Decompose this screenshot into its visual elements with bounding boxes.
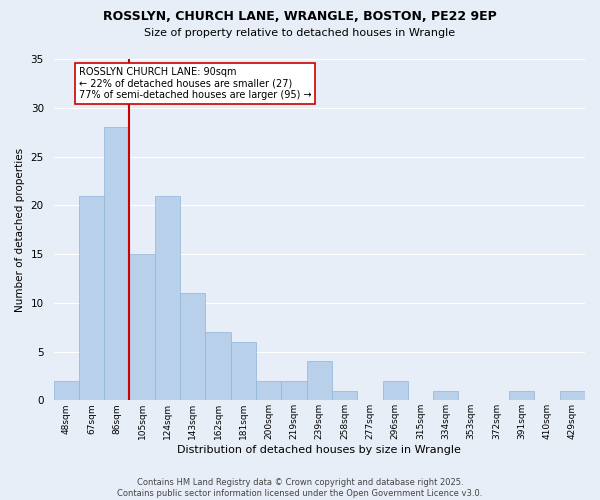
Bar — [509, 390, 535, 400]
Y-axis label: Number of detached properties: Number of detached properties — [15, 148, 25, 312]
Bar — [433, 390, 458, 400]
Text: ROSSLYN, CHURCH LANE, WRANGLE, BOSTON, PE22 9EP: ROSSLYN, CHURCH LANE, WRANGLE, BOSTON, P… — [103, 10, 497, 23]
Bar — [104, 128, 130, 400]
Bar — [383, 381, 408, 400]
Text: Size of property relative to detached houses in Wrangle: Size of property relative to detached ho… — [145, 28, 455, 38]
Bar — [230, 342, 256, 400]
Bar — [560, 390, 585, 400]
Bar — [155, 196, 180, 400]
Bar — [205, 332, 230, 400]
Bar — [307, 362, 332, 401]
Text: ROSSLYN CHURCH LANE: 90sqm
← 22% of detached houses are smaller (27)
77% of semi: ROSSLYN CHURCH LANE: 90sqm ← 22% of deta… — [79, 67, 311, 100]
X-axis label: Distribution of detached houses by size in Wrangle: Distribution of detached houses by size … — [178, 445, 461, 455]
Text: Contains HM Land Registry data © Crown copyright and database right 2025.
Contai: Contains HM Land Registry data © Crown c… — [118, 478, 482, 498]
Bar — [180, 293, 205, 401]
Bar — [256, 381, 281, 400]
Bar — [332, 390, 357, 400]
Bar — [130, 254, 155, 400]
Bar — [53, 381, 79, 400]
Bar — [79, 196, 104, 400]
Bar — [281, 381, 307, 400]
